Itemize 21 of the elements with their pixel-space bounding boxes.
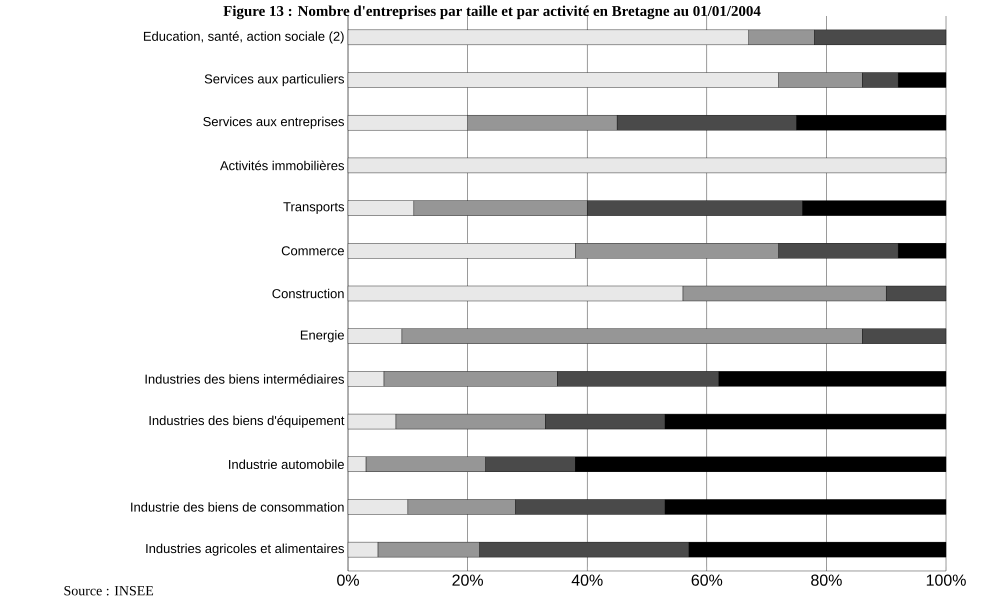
y-tick-label: Activités immobilières	[220, 160, 344, 170]
y-tick-label: Services aux entreprises	[203, 116, 344, 129]
x-tick-label: 20%	[452, 574, 483, 586]
y-tick-label: Transports	[283, 202, 344, 214]
x-tick-label: 80%	[811, 574, 842, 586]
y-tick-label: Services aux particuliers	[204, 74, 344, 86]
chart-title: Figure 13 : Nombre d'entreprises par taille et par activité en Bretagne au 01/01/2004	[223, 6, 761, 20]
x-tick-label: 0%	[337, 574, 359, 586]
y-tick-label: Industrie automobile	[229, 460, 344, 470]
y-tick-label: Education, santé, action sociale (2)	[144, 31, 344, 44]
y-tick-label: Energie	[300, 330, 344, 342]
source-note: Source : INSEE	[64, 586, 154, 596]
y-tick-label: Industries des biens d'équipement	[150, 415, 344, 428]
x-tick-label: 60%	[692, 574, 722, 586]
y-tick-label: Commerce	[282, 246, 344, 256]
y-tick-label: Industries agricoles et alimentaires	[146, 544, 344, 556]
y-tick-label: Industries des biens intermédiaires	[146, 374, 344, 384]
y-tick-label: Industrie des biens de consommation	[131, 502, 344, 512]
x-tick-label: 100%	[926, 574, 966, 586]
x-tick-label: 40%	[572, 574, 603, 586]
y-tick-label: Construction	[272, 288, 344, 298]
